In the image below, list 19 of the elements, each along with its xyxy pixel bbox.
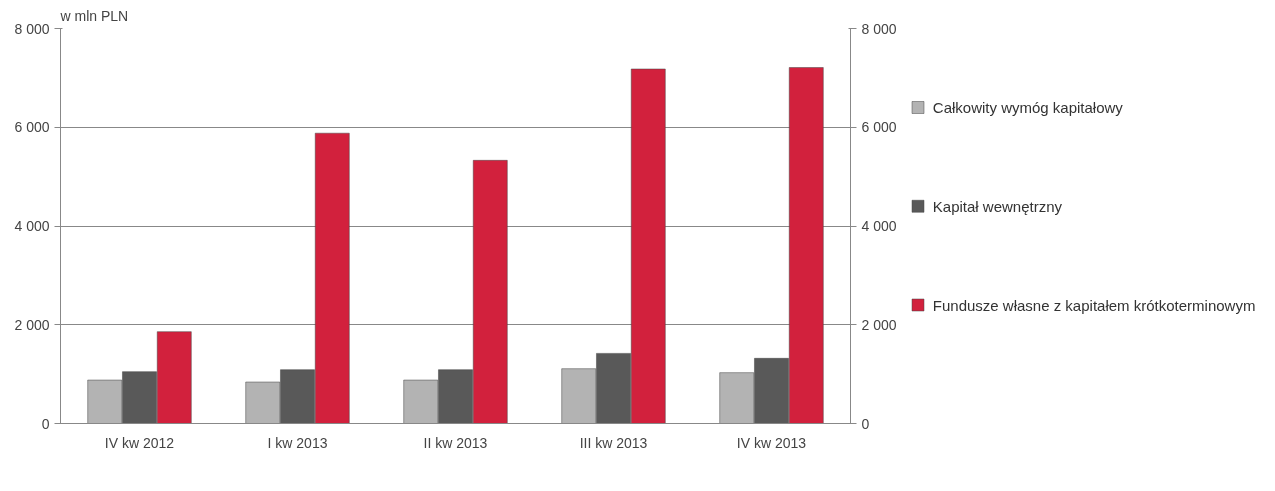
legend-label: Kapitał wewnętrzny bbox=[932, 197, 1063, 215]
x-tick-label: II kw 2013 bbox=[423, 434, 488, 451]
y2-tick-label: 2 000 bbox=[861, 316, 897, 333]
y-tick-label: 4 000 bbox=[14, 218, 50, 234]
y-tick-label: 6 000 bbox=[14, 119, 50, 136]
y2-tick-label: 6 000 bbox=[861, 119, 897, 136]
y2-tick-label: 0 bbox=[861, 415, 870, 432]
x-tick-label: III kw 2013 bbox=[579, 434, 648, 451]
y2-tick-label: 8 000 bbox=[861, 20, 897, 37]
y2-tick-label: 4 000 bbox=[861, 218, 897, 234]
x-tick-label: IV kw 2013 bbox=[736, 434, 807, 451]
y-tick-label: 8 000 bbox=[14, 20, 50, 37]
legend-label: Całkowity wymóg kapitałowy bbox=[932, 99, 1124, 116]
legend-label: Fundusze własne z kapitałem krótkoterminowym bbox=[932, 296, 1256, 314]
x-tick-label: I kw 2013 bbox=[267, 434, 328, 451]
x-tick-label: IV kw 2012 bbox=[104, 434, 175, 451]
y-tick-label: 0 bbox=[41, 415, 50, 432]
y-tick-label: 2 000 bbox=[14, 316, 50, 333]
y-axis-title: w mln PLN bbox=[59, 7, 129, 24]
